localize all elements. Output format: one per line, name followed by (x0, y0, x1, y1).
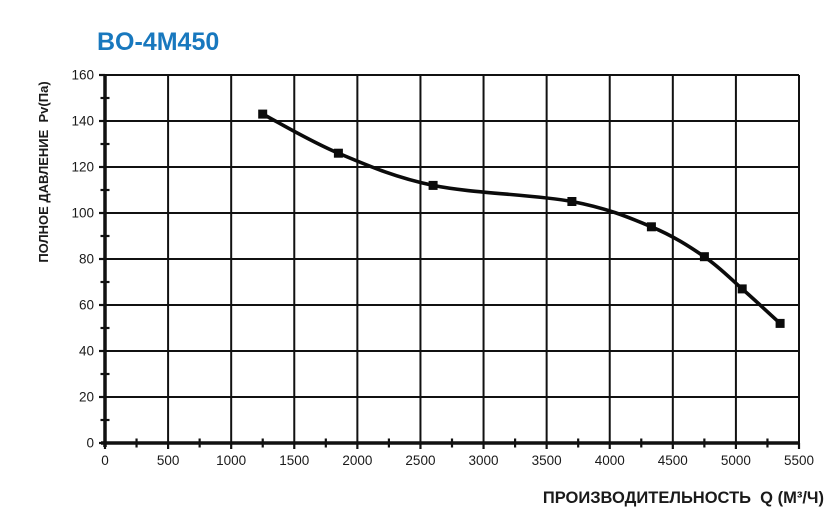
y-tick-label: 80 (79, 252, 94, 267)
y-tick-label: 100 (71, 206, 94, 221)
x-tick-label: 4000 (595, 453, 625, 468)
x-tick-label: 5500 (784, 453, 814, 468)
y-tick-label: 0 (86, 436, 94, 451)
data-point-marker (775, 318, 785, 328)
performance-curve (260, 112, 782, 326)
y-tick-label: 60 (79, 298, 94, 313)
data-point-marker (428, 180, 438, 190)
chart-title: BO-4M450 (97, 28, 220, 56)
x-axis-label: ПРОИЗВОДИТЕЛЬНОСТЬ Q (М³/Ч) (543, 489, 824, 507)
y-tick-label: 140 (71, 114, 94, 129)
x-tick-label: 5000 (721, 453, 751, 468)
x-tick-label: 3500 (532, 453, 562, 468)
data-point-marker (333, 148, 343, 158)
y-tick-label: 120 (71, 160, 94, 175)
data-point-marker (646, 222, 656, 232)
x-tick-label: 1500 (279, 453, 309, 468)
x-tick-label: 3000 (469, 453, 499, 468)
x-tick-label: 0 (101, 453, 109, 468)
data-point-marker (737, 284, 747, 294)
x-tick-label: 500 (157, 453, 180, 468)
x-tick-label: 4500 (658, 453, 688, 468)
y-tick-label: 40 (79, 344, 94, 359)
x-tick-label: 2000 (342, 453, 372, 468)
y-tick-label: 20 (79, 390, 94, 405)
data-point-marker (699, 252, 709, 262)
y-tick-label: 160 (71, 68, 94, 83)
y-axis-label: ПОЛНОЕ ДАВЛЕНИЕ Pv(Па) (36, 81, 51, 262)
x-tick-label: 1000 (216, 453, 246, 468)
x-tick-label: 2500 (405, 453, 435, 468)
data-point-marker (258, 109, 268, 119)
data-point-marker (567, 197, 577, 206)
